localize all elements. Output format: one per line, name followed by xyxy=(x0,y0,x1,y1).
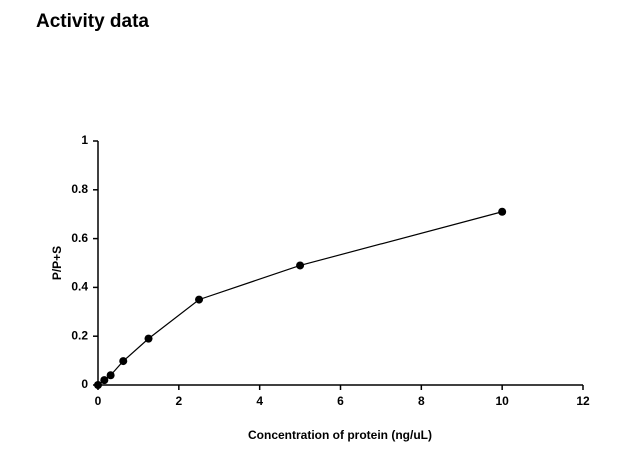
x-tick-label: 12 xyxy=(576,394,590,408)
data-point xyxy=(498,207,507,216)
x-tick-label: 4 xyxy=(256,394,263,408)
y-tick-label: 0.4 xyxy=(71,280,88,294)
data-point xyxy=(195,295,204,304)
chart-title: Activity data xyxy=(36,11,149,32)
y-tick-label: 0.8 xyxy=(71,182,88,196)
data-point xyxy=(296,261,305,270)
x-tick-label: 2 xyxy=(175,394,182,408)
data-point xyxy=(119,357,128,366)
x-tick-label: 0 xyxy=(95,394,102,408)
y-tick-label: 0 xyxy=(81,377,88,391)
y-tick-label: 1 xyxy=(81,133,88,147)
y-tick-label: 0.2 xyxy=(71,328,88,342)
x-tick-label: 10 xyxy=(495,394,509,408)
x-tick-label: 8 xyxy=(418,394,425,408)
x-tick-label: 6 xyxy=(337,394,344,408)
y-tick-label: 0.6 xyxy=(71,231,88,245)
x-axis-label: Concentration of protein (ng/uL) xyxy=(248,428,432,442)
data-point xyxy=(100,376,109,385)
data-point xyxy=(106,371,115,380)
data-point xyxy=(94,381,102,389)
data-point xyxy=(144,334,153,343)
y-axis-label: P/P+S xyxy=(50,246,64,280)
data-line xyxy=(97,211,503,386)
